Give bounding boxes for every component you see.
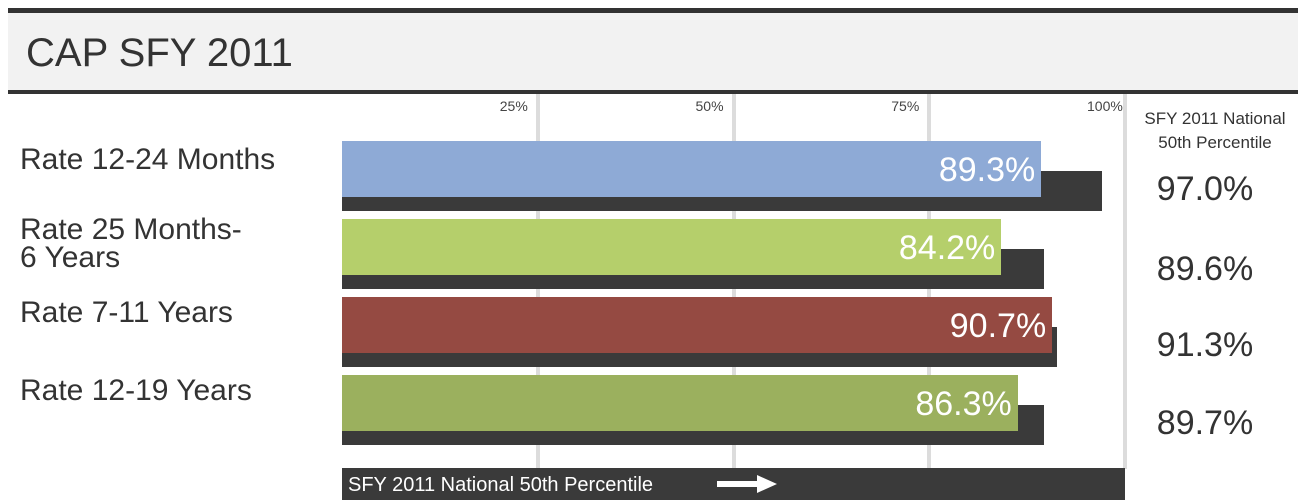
x-tick-label: 100%: [1087, 98, 1123, 114]
rate-bar: 86.3%: [342, 375, 1018, 431]
x-tick-label: 75%: [891, 98, 920, 114]
page-title: CAP SFY 2011: [26, 31, 293, 75]
x-tick-label: 50%: [695, 98, 724, 114]
bar-value-label: 86.3%: [915, 385, 1012, 423]
category-label: Rate 7-11 Years: [20, 296, 233, 329]
right-arrow-icon: [717, 475, 777, 493]
grid-line: [1123, 94, 1127, 469]
bar-value-label: 84.2%: [898, 229, 996, 267]
rate-bar: 90.7%: [342, 297, 1053, 353]
national-percentile-value: 89.6%: [1156, 250, 1254, 288]
national-percentile-value: 97.0%: [1156, 170, 1254, 208]
x-tick-label: 25%: [499, 98, 528, 114]
bar-value-label: 90.7%: [949, 307, 1047, 345]
bar-chart-plot: 25% 50% 75% 100% 89.3% 84.2% 90.7% 86.3%: [342, 94, 1127, 500]
footer-legend-label: SFY 2011 National 50th Percentile: [348, 474, 654, 496]
category-label: Rate 25 Months- 6 Years: [20, 213, 242, 274]
rate-bar: 84.2%: [342, 219, 1002, 275]
title-rule: [8, 90, 1298, 94]
title-bar: CAP SFY 2011: [8, 13, 1298, 90]
footer-legend-bar: SFY 2011 National 50th Percentile: [342, 468, 1125, 500]
category-label: Rate 12-24 Months: [20, 143, 276, 176]
national-percentile-header: SFY 2011 National 50th Percentile: [1144, 109, 1286, 152]
rate-bar: 89.3%: [342, 141, 1042, 197]
category-label: Rate 12-19 Years: [20, 374, 252, 407]
bar-value-label: 89.3%: [938, 151, 1036, 189]
national-percentile-value: 91.3%: [1156, 326, 1254, 364]
top-rule: [8, 8, 1298, 13]
national-percentile-value: 89.7%: [1156, 404, 1254, 442]
